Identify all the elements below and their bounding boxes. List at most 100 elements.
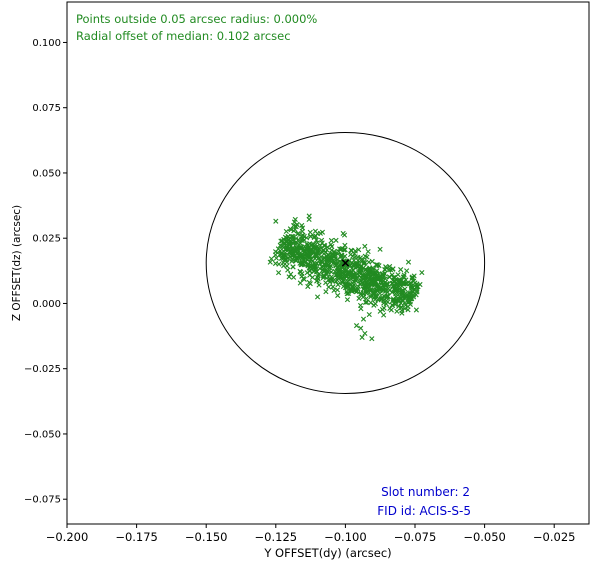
data-point: [292, 227, 298, 233]
data-point: [290, 233, 296, 240]
data-point: [306, 252, 312, 258]
data-point: [378, 295, 384, 302]
data-point: [299, 271, 305, 277]
data-point: [324, 256, 330, 262]
annotation-radial: Radial offset of median: 0.102 arcsec: [76, 29, 291, 43]
data-point: [371, 291, 377, 297]
data-point: [394, 278, 401, 285]
x-tick-label: −0.175: [115, 530, 158, 544]
data-point: [306, 213, 312, 219]
data-point: [280, 260, 286, 266]
data-point: [359, 334, 365, 340]
data-point: [331, 249, 337, 255]
y-tick-label: 0.100: [32, 38, 61, 49]
data-point: [369, 282, 375, 288]
data-point: [398, 267, 404, 273]
plot-frame: [66, 1, 590, 525]
data-point: [318, 254, 324, 260]
data-point: [403, 294, 410, 300]
data-point: [374, 268, 380, 274]
data-point: [308, 263, 315, 269]
y-tick-label: 0.000: [32, 299, 61, 310]
data-point: [401, 274, 407, 280]
data-point: [283, 228, 289, 235]
y-axis-label: Z OFFSET(dz) (arcsec): [11, 205, 23, 321]
data-point: [365, 283, 372, 289]
data-point: [380, 282, 386, 288]
data-point: [362, 299, 369, 305]
data-point: [300, 232, 306, 238]
x-tick-label: −0.150: [185, 530, 228, 544]
data-point: [375, 262, 381, 268]
data-point: [298, 237, 304, 244]
data-point: [365, 248, 371, 255]
data-point: [307, 229, 313, 235]
data-point: [378, 296, 384, 303]
data-point: [309, 274, 316, 280]
data-point: [409, 285, 415, 291]
data-point: [342, 247, 348, 253]
data-point: [366, 311, 372, 318]
data-point: [313, 237, 320, 243]
data-point: [337, 246, 343, 252]
data-point: [349, 260, 355, 266]
data-point: [389, 272, 395, 278]
data-point: [374, 273, 380, 279]
data-point: [316, 271, 322, 277]
data-point: [331, 259, 337, 265]
data-point: [409, 274, 415, 280]
data-point: [390, 274, 397, 281]
data-point: [317, 243, 323, 249]
data-point: [290, 274, 297, 280]
data-point: [325, 269, 331, 275]
data-point: [411, 294, 417, 300]
axis-ticks: −0.200 −0.175 −0.150 −0.125 −0.100 −0.075 −0.0…: [24, 38, 575, 544]
data-point: [362, 243, 368, 249]
data-point: [323, 280, 329, 286]
data-point: [419, 269, 425, 276]
x-tick-label: −0.075: [394, 530, 437, 544]
data-point: [316, 246, 322, 252]
data-point: [294, 231, 301, 237]
data-point: [285, 240, 292, 246]
data-point: [312, 261, 318, 267]
data-point: [330, 284, 336, 290]
data-point: [290, 235, 296, 241]
data-point: [289, 245, 295, 252]
radius-circle: [205, 132, 486, 394]
data-point: [335, 292, 341, 299]
data-point: [288, 227, 294, 233]
x-tick-label: −0.025: [533, 530, 576, 544]
data-point: [317, 265, 323, 272]
data-point: [356, 295, 362, 301]
data-point: [382, 276, 388, 282]
data-point: [388, 307, 394, 313]
data-point: [305, 283, 311, 290]
data-point: [399, 290, 405, 297]
data-point: [277, 251, 284, 257]
data-point: [399, 296, 405, 302]
data-point: [353, 323, 360, 329]
data-point: [405, 307, 411, 313]
data-point: [381, 300, 387, 306]
data-point: [366, 267, 372, 273]
data-point: [326, 284, 332, 290]
x-tick-label: −0.050: [463, 530, 506, 544]
data-point: [356, 247, 362, 253]
data-point: [329, 251, 335, 258]
data-point: [355, 286, 361, 292]
data-point: [308, 233, 314, 240]
data-point: [417, 281, 423, 288]
data-point: [353, 272, 359, 278]
data-point: [308, 257, 314, 263]
data-point: [369, 258, 375, 264]
data-point: [328, 263, 334, 269]
data-point: [320, 275, 326, 281]
data-point: [304, 235, 310, 241]
data-point: [338, 252, 344, 258]
data-point: [344, 279, 350, 286]
data-point: [400, 281, 406, 287]
data-point: [278, 238, 284, 244]
annotation-outside: Points outside 0.05 arcsec radius: 0.000…: [76, 12, 317, 26]
